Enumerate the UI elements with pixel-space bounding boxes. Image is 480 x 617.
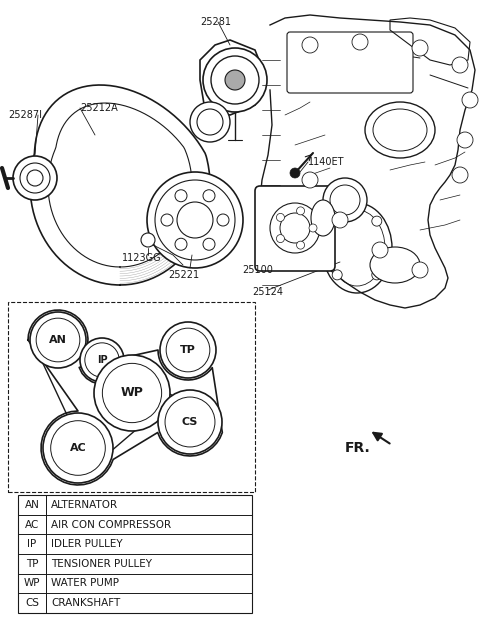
Circle shape <box>332 212 348 228</box>
Circle shape <box>80 338 124 382</box>
Circle shape <box>270 203 320 253</box>
Ellipse shape <box>329 210 385 286</box>
Circle shape <box>309 224 317 232</box>
Text: CS: CS <box>182 417 198 427</box>
Circle shape <box>372 216 382 226</box>
Circle shape <box>225 70 245 90</box>
Text: 1123GG: 1123GG <box>122 253 162 263</box>
Circle shape <box>43 413 113 483</box>
Circle shape <box>102 363 162 423</box>
Circle shape <box>352 34 368 50</box>
Circle shape <box>332 270 342 280</box>
Text: CRANKSHAFT: CRANKSHAFT <box>51 598 120 608</box>
Text: TENSIONER PULLEY: TENSIONER PULLEY <box>51 559 152 569</box>
Text: CS: CS <box>25 598 39 608</box>
Circle shape <box>452 167 468 183</box>
Circle shape <box>280 213 310 243</box>
Text: AN: AN <box>49 335 67 345</box>
Circle shape <box>211 56 259 104</box>
Circle shape <box>290 168 300 178</box>
Circle shape <box>197 109 223 135</box>
Circle shape <box>217 214 229 226</box>
Circle shape <box>297 207 305 215</box>
FancyBboxPatch shape <box>255 186 335 271</box>
Text: 25100: 25100 <box>242 265 273 275</box>
Circle shape <box>27 170 43 186</box>
Text: AIR CON COMPRESSOR: AIR CON COMPRESSOR <box>51 520 171 529</box>
Text: WATER PUMP: WATER PUMP <box>51 579 119 589</box>
Circle shape <box>30 312 86 368</box>
Circle shape <box>330 185 360 215</box>
Circle shape <box>166 328 210 372</box>
Circle shape <box>190 102 230 142</box>
Text: IP: IP <box>96 355 108 365</box>
Text: AC: AC <box>70 443 86 453</box>
Circle shape <box>175 190 187 202</box>
Circle shape <box>412 40 428 56</box>
Text: 25221: 25221 <box>168 270 199 280</box>
FancyBboxPatch shape <box>287 32 413 93</box>
Circle shape <box>13 156 57 200</box>
Text: TP: TP <box>180 345 196 355</box>
Circle shape <box>36 318 80 362</box>
Text: WP: WP <box>24 579 40 589</box>
Text: IP: IP <box>27 539 36 549</box>
Circle shape <box>158 390 222 454</box>
Ellipse shape <box>370 247 420 283</box>
Circle shape <box>147 172 243 268</box>
Circle shape <box>20 163 50 193</box>
Text: IDLER PULLEY: IDLER PULLEY <box>51 539 122 549</box>
Ellipse shape <box>311 200 335 236</box>
Text: 25124: 25124 <box>252 287 283 297</box>
Circle shape <box>85 343 119 377</box>
Bar <box>8 302 255 492</box>
Text: AC: AC <box>25 520 39 529</box>
Circle shape <box>203 238 215 251</box>
Circle shape <box>160 322 216 378</box>
Circle shape <box>297 241 305 249</box>
Circle shape <box>203 48 267 112</box>
Circle shape <box>332 216 342 226</box>
Circle shape <box>141 233 155 247</box>
Circle shape <box>457 132 473 148</box>
Text: ALTERNATOR: ALTERNATOR <box>51 500 118 510</box>
Text: 25212A: 25212A <box>80 103 118 113</box>
Circle shape <box>372 242 388 258</box>
Circle shape <box>276 234 285 242</box>
Circle shape <box>175 238 187 251</box>
Ellipse shape <box>322 203 392 293</box>
Circle shape <box>302 172 318 188</box>
Circle shape <box>165 397 215 447</box>
Ellipse shape <box>365 102 435 158</box>
Circle shape <box>276 213 285 222</box>
Ellipse shape <box>373 109 427 151</box>
Bar <box>18 495 252 613</box>
Text: 25287I: 25287I <box>8 110 42 120</box>
Circle shape <box>302 37 318 53</box>
Text: 1140ET: 1140ET <box>308 157 345 167</box>
Text: AN: AN <box>24 500 39 510</box>
Circle shape <box>462 92 478 108</box>
Circle shape <box>372 270 382 280</box>
Circle shape <box>94 355 170 431</box>
Circle shape <box>155 180 235 260</box>
Circle shape <box>452 57 468 73</box>
Text: 25281: 25281 <box>200 17 231 27</box>
Circle shape <box>161 214 173 226</box>
Circle shape <box>203 190 215 202</box>
Circle shape <box>323 178 367 222</box>
Circle shape <box>412 262 428 278</box>
Text: WP: WP <box>120 386 144 399</box>
Text: FR.: FR. <box>345 441 371 455</box>
Text: TP: TP <box>26 559 38 569</box>
Circle shape <box>51 421 105 475</box>
